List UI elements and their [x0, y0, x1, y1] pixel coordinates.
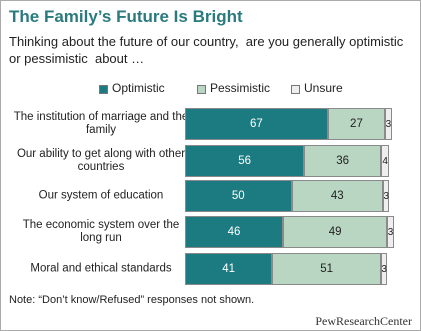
legend-swatch: [197, 85, 206, 94]
value-label: 56: [238, 155, 252, 167]
bar-segment: 46: [185, 216, 283, 248]
legend-swatch: [99, 85, 108, 94]
bar-segment: 3: [380, 253, 388, 285]
bar-segment: 67: [185, 108, 328, 140]
value-label: 27: [350, 118, 363, 130]
value-label: 51: [320, 263, 334, 275]
value-label: 67: [249, 118, 263, 130]
legend-label: Optimistic: [112, 81, 165, 95]
bar-segment: 3: [383, 180, 390, 212]
value-label: 46: [227, 226, 241, 238]
category-label: Our system of education: [38, 189, 164, 202]
category-label: Our ability to get along with other coun…: [16, 148, 186, 173]
bar-segment: 43: [291, 180, 384, 212]
bar-segment: 51: [272, 253, 381, 285]
bar-segment: 41: [185, 253, 273, 285]
bar-segment: 50: [185, 180, 292, 212]
chart-title: The Family’s Future Is Bright: [9, 7, 243, 26]
bar-segment: 27: [327, 108, 386, 140]
value-label: 3: [381, 263, 387, 275]
value-label: 3: [385, 118, 392, 130]
legend-swatch: [291, 85, 300, 94]
value-label: 4: [382, 155, 388, 167]
subtitle: Thinking about the future of our country…: [9, 34, 411, 66]
category-label: The institution of marriage and the fami…: [13, 111, 189, 136]
bar-segment: 3: [387, 216, 394, 248]
legend-label: Unsure: [304, 81, 343, 95]
bar-segment: 56: [185, 145, 305, 177]
value-label: 43: [330, 190, 344, 202]
note: Note: “Don’t know/Refused” responses not…: [9, 294, 255, 306]
value-label: 49: [328, 226, 342, 238]
value-label: 3: [383, 190, 390, 202]
source: PewResearchCenter: [315, 314, 412, 328]
category-label: Moral and ethical standards: [30, 262, 172, 275]
value-label: 41: [222, 263, 236, 275]
value-label: 50: [231, 190, 245, 202]
value-label: 3: [387, 226, 394, 238]
category-label: The economic system over the long run: [22, 219, 180, 244]
bar-segment: 36: [304, 145, 381, 177]
value-label: 36: [336, 155, 349, 167]
bar-segment: 4: [380, 145, 390, 177]
bar-segment: 3: [385, 108, 392, 140]
legend-label: Pessimistic: [210, 81, 271, 95]
bar-segment: 49: [282, 216, 388, 248]
